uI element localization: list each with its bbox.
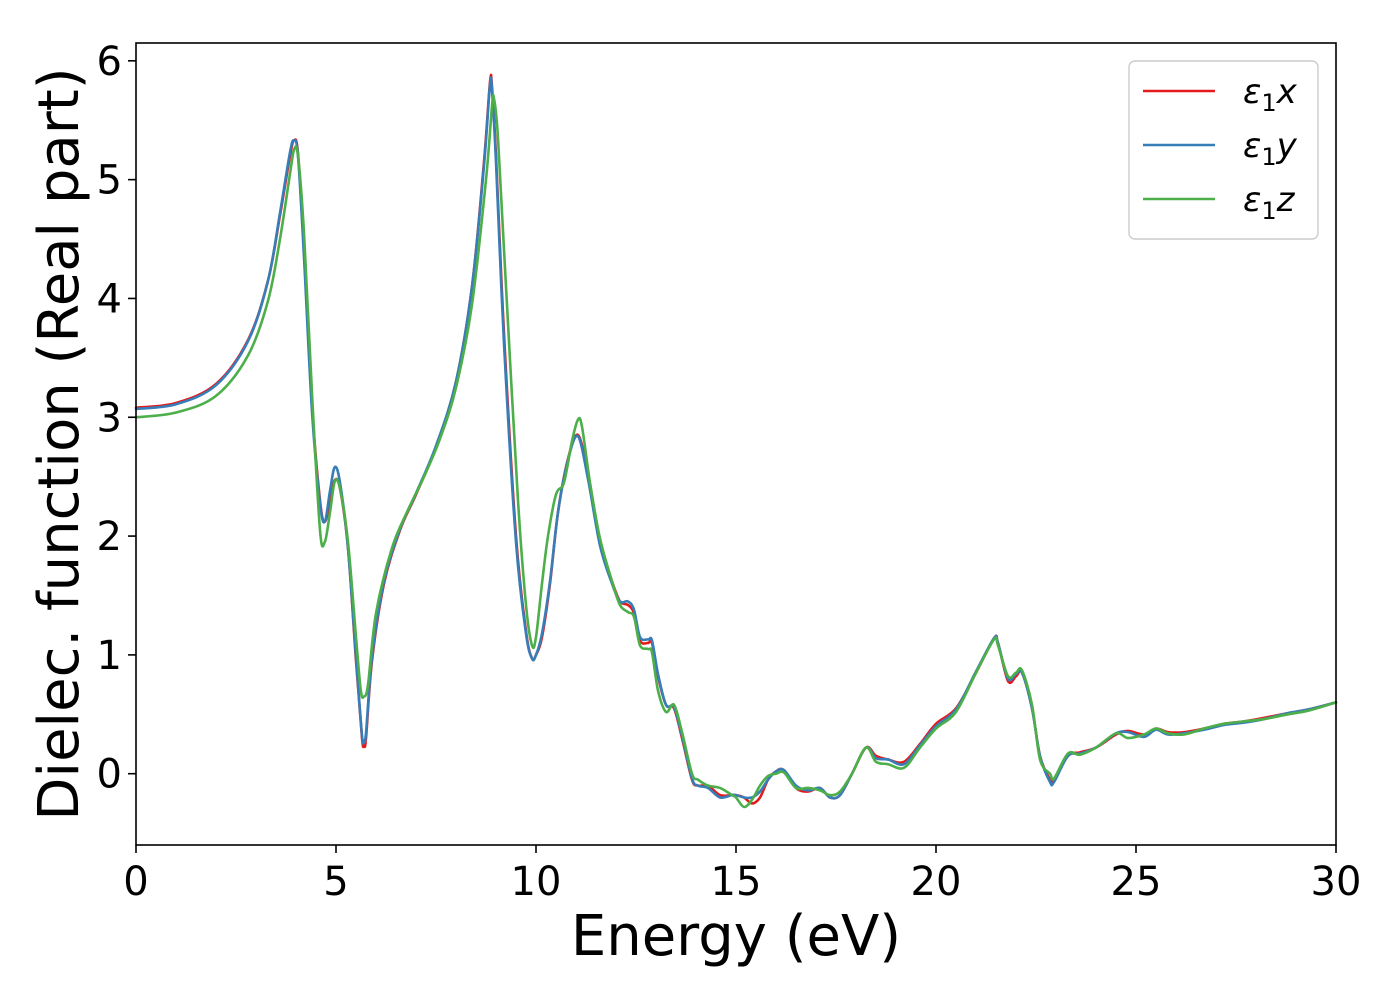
y-tick-label: 2: [97, 514, 122, 560]
y-tick-label: 3: [97, 395, 122, 441]
x-axis-label: Energy (eV): [571, 904, 901, 969]
legend-label-x: ε1x: [1243, 72, 1298, 117]
x-tick-label: 15: [711, 859, 762, 905]
y-tick-label: 1: [97, 633, 122, 679]
y-axis-label: Dielec. function (Real part): [27, 67, 92, 820]
x-axis-ticks: 0 5 10 15 20 25 30: [123, 845, 1361, 905]
legend-label-y: ε1y: [1243, 126, 1298, 171]
y-tick-label: 5: [97, 158, 122, 204]
series-line-z: [134, 93, 1338, 809]
x-tick-label: 10: [511, 859, 562, 905]
y-tick-label: 6: [97, 39, 122, 85]
legend-box: [1128, 60, 1319, 240]
legend-label-z: ε1z: [1243, 180, 1296, 225]
series-layer: [134, 73, 1338, 809]
x-tick-label: 25: [1111, 859, 1162, 905]
y-tick-label: 4: [97, 276, 122, 322]
x-tick-label: 20: [911, 859, 962, 905]
x-tick-label: 5: [323, 859, 348, 905]
legend: ε1x ε1y ε1z: [1128, 60, 1319, 240]
x-tick-label: 30: [1311, 859, 1362, 905]
x-tick-label: 0: [123, 859, 148, 905]
y-tick-label: 0: [97, 752, 122, 798]
y-axis-ticks: 0 1 2 3 4 5 6: [97, 39, 136, 798]
